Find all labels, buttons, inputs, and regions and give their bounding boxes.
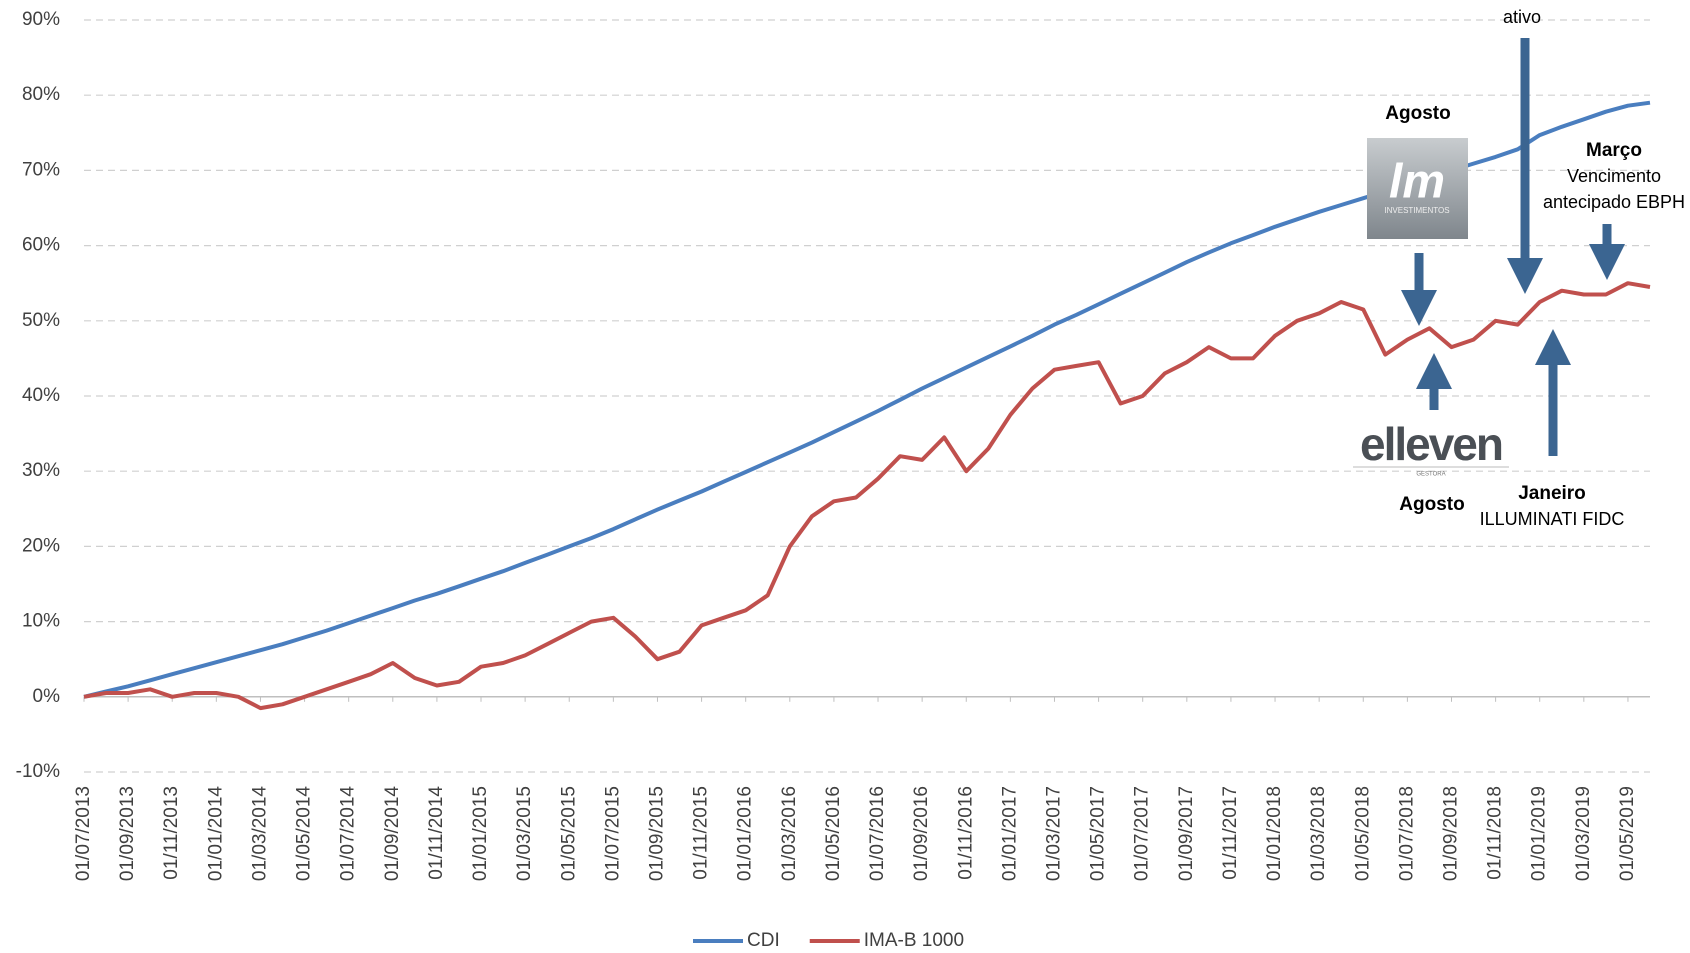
x-tick-label: 01/07/2013 bbox=[73, 786, 94, 881]
x-tick-label: 01/05/2015 bbox=[558, 786, 579, 881]
x-tick-label: 01/05/2018 bbox=[1352, 786, 1373, 881]
annotation: Janeiro bbox=[1518, 483, 1586, 504]
x-tick-label: 01/09/2015 bbox=[646, 786, 667, 881]
annotation: lm bbox=[1389, 156, 1445, 209]
x-tick-label: 01/11/2017 bbox=[1220, 786, 1241, 880]
x-tick-label: 01/07/2017 bbox=[1132, 786, 1153, 881]
legend-label: IMA-B 1000 bbox=[864, 930, 964, 951]
x-tick-label: 01/03/2017 bbox=[1043, 786, 1064, 881]
x-tick-label: 01/09/2016 bbox=[911, 786, 932, 881]
x-tick-label: 01/01/2019 bbox=[1529, 786, 1550, 881]
logo-lm bbox=[1367, 138, 1468, 239]
y-tick-label: 50% bbox=[22, 310, 60, 331]
x-tick-label: 01/07/2015 bbox=[602, 786, 623, 881]
x-tick-label: 01/03/2014 bbox=[249, 786, 270, 882]
annotation: ativo bbox=[1503, 7, 1541, 27]
y-tick-label: 10% bbox=[22, 611, 60, 632]
x-tick-label: 01/01/2014 bbox=[205, 786, 226, 882]
annotation: INVESTIMENTOS bbox=[1384, 206, 1449, 215]
x-tick-label: 01/03/2018 bbox=[1308, 786, 1329, 881]
x-tick-label: 01/03/2015 bbox=[514, 786, 535, 881]
x-tick-label: 01/07/2018 bbox=[1396, 786, 1417, 881]
series-line bbox=[83, 281, 1651, 711]
annotation: antecipado EBPH bbox=[1543, 192, 1685, 212]
x-tick-label: 01/03/2016 bbox=[779, 786, 800, 881]
x-tick-label: 01/01/2018 bbox=[1264, 786, 1285, 881]
x-tick-label: 01/11/2015 bbox=[691, 786, 712, 880]
y-tick-label: 80% bbox=[22, 84, 60, 105]
x-tick-label: 01/05/2017 bbox=[1088, 786, 1109, 881]
y-tick-label: -10% bbox=[16, 761, 60, 782]
y-tick-label: 70% bbox=[22, 159, 60, 180]
x-tick-label: 01/09/2017 bbox=[1176, 786, 1197, 881]
x-tick-label: 01/11/2013 bbox=[161, 786, 182, 880]
annotation: Agosto bbox=[1399, 494, 1464, 515]
annotation: ILLUMINATI FIDC bbox=[1480, 509, 1625, 529]
x-tick-label: 01/11/2014 bbox=[426, 786, 447, 880]
x-tick-label: 01/03/2019 bbox=[1573, 786, 1594, 881]
x-tick-label: 01/09/2018 bbox=[1441, 786, 1462, 881]
x-tick-label: 01/11/2016 bbox=[955, 786, 976, 880]
annotation: Agosto bbox=[1385, 103, 1450, 124]
x-tick-label: 01/01/2015 bbox=[470, 786, 491, 881]
legend-label: CDI bbox=[747, 930, 780, 951]
y-tick-label: 30% bbox=[22, 460, 60, 481]
x-tick-label: 01/01/2017 bbox=[999, 786, 1020, 881]
x-tick-label: 01/09/2013 bbox=[117, 786, 138, 881]
y-tick-label: 40% bbox=[22, 385, 60, 406]
annotation: GESTORA bbox=[1416, 472, 1445, 478]
x-tick-label: 01/05/2019 bbox=[1617, 786, 1638, 881]
x-tick-label: 01/07/2016 bbox=[867, 786, 888, 881]
y-tick-label: 20% bbox=[22, 535, 60, 556]
annotation: Março bbox=[1586, 140, 1642, 161]
y-tick-label: 60% bbox=[22, 235, 60, 256]
x-tick-label: 01/07/2014 bbox=[338, 786, 359, 882]
annotation: Vencimento bbox=[1567, 166, 1661, 186]
x-tick-label: 01/09/2014 bbox=[382, 786, 403, 882]
x-tick-label: 01/01/2016 bbox=[735, 786, 756, 881]
y-tick-label: 90% bbox=[22, 9, 60, 30]
annotation: elleven bbox=[1360, 418, 1502, 470]
x-tick-label: 01/05/2016 bbox=[823, 786, 844, 881]
y-tick-label: 0% bbox=[33, 686, 61, 707]
x-tick-label: 01/11/2018 bbox=[1485, 786, 1506, 880]
x-tick-label: 01/05/2014 bbox=[294, 786, 315, 882]
